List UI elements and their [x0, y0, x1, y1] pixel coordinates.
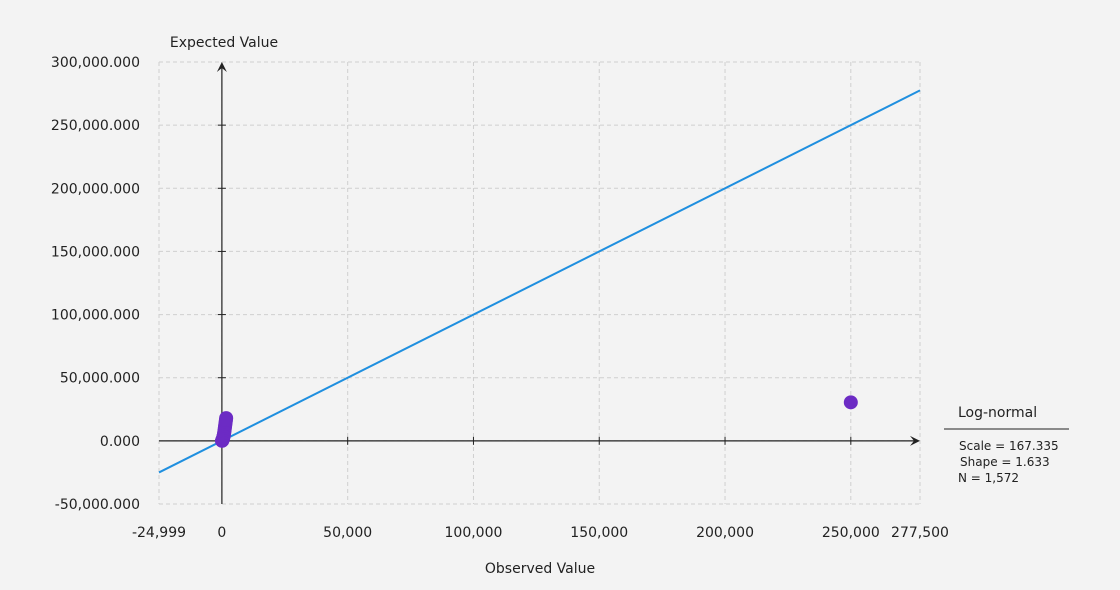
x-tick-label: 250,000 — [822, 525, 880, 541]
reference-line — [158, 89, 921, 474]
legend-shape: Shape = 1.633 — [960, 455, 1050, 469]
legend-count: N = 1,572 — [958, 471, 1019, 485]
reference-line-group — [158, 89, 921, 474]
x-tick-labels: -24,999 0 50,000 100,000 150,000 200,000 250,0… — [132, 525, 949, 541]
x-tick-label: 0 — [217, 525, 226, 541]
legend-scale: Scale = 167.335 — [959, 439, 1059, 453]
y-tick-label: 200,000.000 — [51, 181, 140, 197]
data-point — [843, 395, 858, 410]
x-axis-arrow — [910, 435, 920, 446]
y-axis-arrow — [216, 62, 227, 72]
grid — [158, 61, 921, 505]
data-points — [215, 395, 858, 448]
x-tick-label: 100,000 — [445, 525, 503, 541]
y-tick-labels: -50,000.000 0.000 50,000.000 100,000.000 150… — [51, 55, 140, 513]
x-axis-title: Observed Value — [485, 561, 595, 577]
y-axis-title: Expected Value — [170, 35, 278, 51]
y-tick-label: 0.000 — [100, 434, 140, 450]
y-tick-label: 150,000.000 — [51, 244, 140, 260]
x-tick-label: -24,999 — [132, 525, 186, 541]
x-tick-label: 277,500 — [891, 525, 949, 541]
y-tick-label: 100,000.000 — [51, 308, 140, 324]
legend: Log-normal Scale = 167.335 Shape = 1.633… — [944, 405, 1069, 485]
y-tick-label: -50,000.000 — [55, 497, 140, 513]
x-tick-label: 200,000 — [696, 525, 754, 541]
x-tick-label: 150,000 — [570, 525, 628, 541]
legend-title: Log-normal — [958, 405, 1037, 421]
y-tick-label: 50,000.000 — [60, 371, 140, 387]
axes — [159, 62, 920, 504]
y-tick-label: 250,000.000 — [51, 118, 140, 134]
y-tick-label: 300,000.000 — [51, 55, 140, 71]
x-tick-label: 50,000 — [323, 525, 372, 541]
data-point — [219, 411, 234, 426]
